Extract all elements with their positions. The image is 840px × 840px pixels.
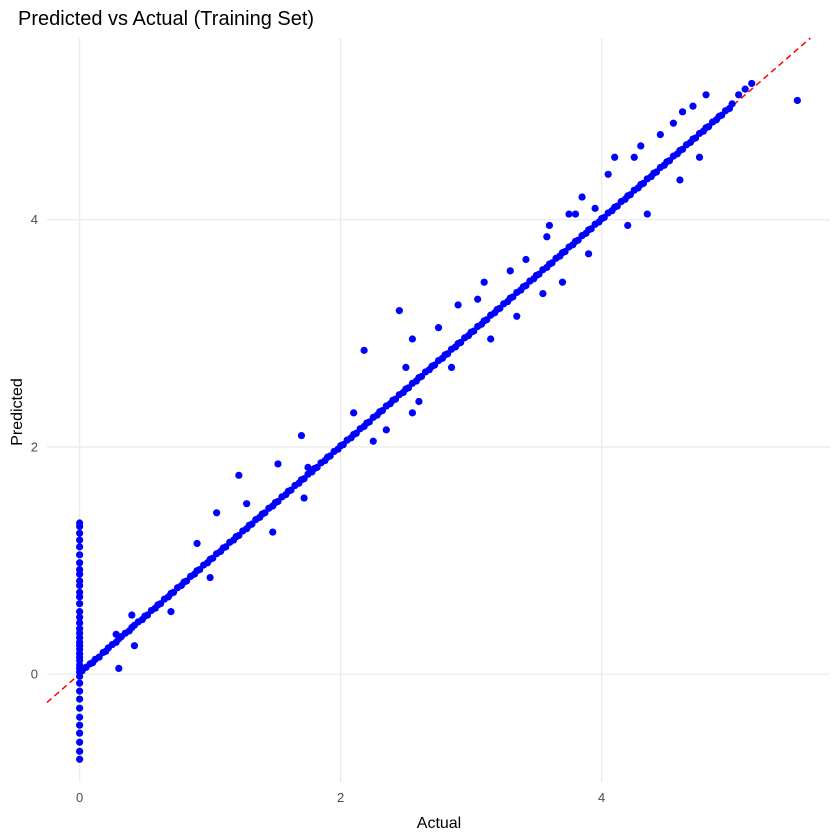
data-point bbox=[76, 687, 84, 695]
data-point bbox=[415, 397, 423, 406]
chart-title: Predicted vs Actual (Training Set) bbox=[18, 8, 314, 30]
data-point bbox=[584, 250, 593, 258]
data-point bbox=[115, 664, 123, 673]
data-point bbox=[676, 176, 684, 184]
data-point bbox=[128, 611, 136, 619]
data-point bbox=[395, 307, 403, 315]
data-point bbox=[735, 91, 743, 99]
data-point bbox=[487, 335, 495, 343]
data-point bbox=[76, 529, 84, 537]
data-point bbox=[695, 153, 704, 161]
data-point bbox=[76, 721, 84, 729]
data-point bbox=[728, 100, 736, 108]
data-point bbox=[112, 630, 120, 638]
data-point bbox=[76, 695, 84, 703]
data-point bbox=[300, 494, 308, 502]
data-point bbox=[76, 613, 84, 621]
data-point bbox=[76, 577, 84, 585]
data-point bbox=[382, 426, 390, 434]
data-point bbox=[350, 409, 358, 417]
data-point bbox=[656, 130, 664, 139]
data-point bbox=[624, 221, 632, 230]
data-point bbox=[76, 713, 84, 721]
data-point bbox=[506, 267, 514, 275]
data-point bbox=[630, 153, 638, 161]
data-point bbox=[480, 278, 488, 286]
data-point bbox=[269, 528, 277, 536]
data-point bbox=[76, 559, 84, 567]
data-point bbox=[454, 301, 462, 309]
data-point bbox=[274, 460, 282, 468]
grid bbox=[47, 38, 830, 782]
data-point bbox=[76, 729, 84, 737]
y-axis-label: Predicted bbox=[9, 378, 26, 446]
x-axis-ticks: 0 2 4 bbox=[76, 790, 605, 805]
x-tick-label: 0 bbox=[76, 790, 83, 805]
data-point bbox=[76, 588, 84, 596]
data-point bbox=[76, 600, 84, 608]
data-point bbox=[748, 79, 756, 88]
data-point bbox=[76, 755, 84, 763]
data-point bbox=[76, 679, 84, 687]
data-point bbox=[76, 608, 84, 616]
data-point bbox=[689, 102, 697, 110]
data-point bbox=[76, 543, 84, 551]
x-axis-label: Actual bbox=[417, 815, 461, 832]
y-tick-label: 0 bbox=[31, 667, 38, 682]
data-point bbox=[408, 409, 416, 417]
data-point bbox=[578, 193, 586, 201]
y-tick-label: 4 bbox=[31, 212, 38, 227]
data-point bbox=[76, 519, 84, 527]
data-point bbox=[447, 363, 456, 372]
data-point bbox=[408, 335, 416, 343]
data-point bbox=[235, 471, 243, 479]
data-point bbox=[571, 210, 580, 218]
data-point bbox=[678, 108, 687, 116]
data-point bbox=[76, 747, 84, 755]
data-point bbox=[243, 500, 251, 508]
data-point bbox=[369, 437, 377, 445]
data-point bbox=[558, 278, 567, 286]
data-point bbox=[513, 312, 521, 320]
data-point bbox=[565, 210, 573, 218]
data-point bbox=[360, 346, 368, 354]
data-point bbox=[76, 536, 84, 544]
data-point bbox=[76, 738, 84, 746]
data-point bbox=[206, 573, 214, 582]
data-point bbox=[702, 91, 710, 99]
x-tick-label: 2 bbox=[337, 790, 344, 805]
data-point bbox=[167, 608, 175, 616]
data-point bbox=[76, 619, 84, 627]
data-points bbox=[76, 79, 801, 763]
data-point bbox=[545, 221, 554, 230]
data-point bbox=[474, 295, 482, 303]
data-point bbox=[76, 565, 84, 574]
data-point bbox=[193, 539, 201, 548]
data-point bbox=[543, 233, 551, 241]
data-point bbox=[213, 509, 221, 517]
x-tick-label: 4 bbox=[598, 790, 605, 805]
data-point bbox=[637, 142, 645, 150]
data-point bbox=[402, 363, 410, 372]
data-point bbox=[76, 704, 84, 712]
data-point bbox=[793, 96, 801, 105]
data-point bbox=[76, 625, 84, 633]
data-point bbox=[611, 153, 619, 161]
data-point bbox=[304, 463, 312, 471]
data-point bbox=[604, 170, 612, 178]
data-point bbox=[741, 85, 749, 93]
data-point bbox=[539, 289, 547, 298]
data-point bbox=[76, 551, 84, 559]
data-point bbox=[434, 324, 443, 332]
y-axis-ticks: 0 2 4 bbox=[31, 212, 38, 681]
data-point bbox=[669, 119, 678, 127]
data-point bbox=[643, 210, 651, 218]
data-point bbox=[130, 642, 139, 650]
data-point bbox=[522, 255, 530, 264]
data-point bbox=[297, 431, 306, 440]
data-point bbox=[591, 204, 599, 212]
y-tick-label: 2 bbox=[31, 439, 38, 454]
